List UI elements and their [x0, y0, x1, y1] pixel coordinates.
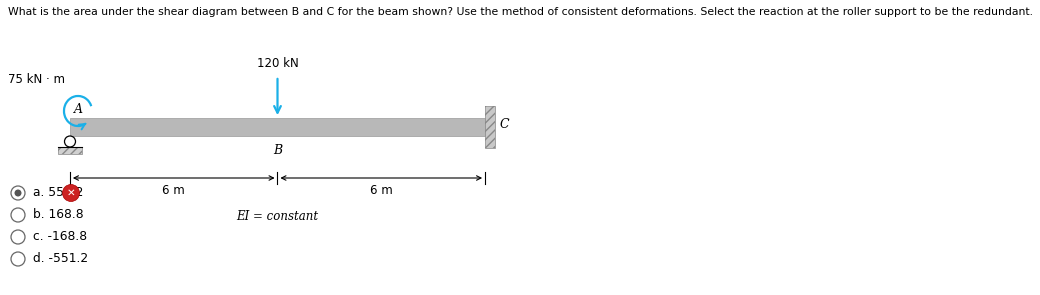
Circle shape [62, 184, 79, 201]
Text: 120 kN: 120 kN [257, 57, 298, 70]
Text: EI = constant: EI = constant [236, 210, 318, 223]
Text: What is the area under the shear diagram between B and C for the beam shown? Use: What is the area under the shear diagram… [8, 7, 1033, 17]
Bar [58, 147, 82, 154]
Text: b. 168.8: b. 168.8 [33, 209, 83, 222]
Circle shape [11, 208, 25, 222]
Circle shape [11, 186, 25, 200]
Text: B: B [272, 144, 282, 157]
Circle shape [15, 189, 22, 196]
Text: 6 m: 6 m [162, 184, 185, 197]
Circle shape [11, 230, 25, 244]
Bar [485, 106, 495, 148]
Text: A: A [74, 103, 83, 116]
Circle shape [11, 252, 25, 266]
Circle shape [64, 136, 76, 147]
Bar [58, 147, 82, 154]
Text: d. -551.2: d. -551.2 [33, 253, 88, 266]
Bar [485, 106, 495, 148]
Text: ✕: ✕ [67, 188, 75, 198]
Text: 75 kN · m: 75 kN · m [8, 73, 64, 86]
Text: 6 m: 6 m [370, 184, 393, 197]
Bar [70, 118, 485, 136]
Text: a. 551.2: a. 551.2 [33, 186, 83, 199]
Text: c. -168.8: c. -168.8 [33, 230, 87, 243]
Text: C: C [500, 119, 510, 132]
